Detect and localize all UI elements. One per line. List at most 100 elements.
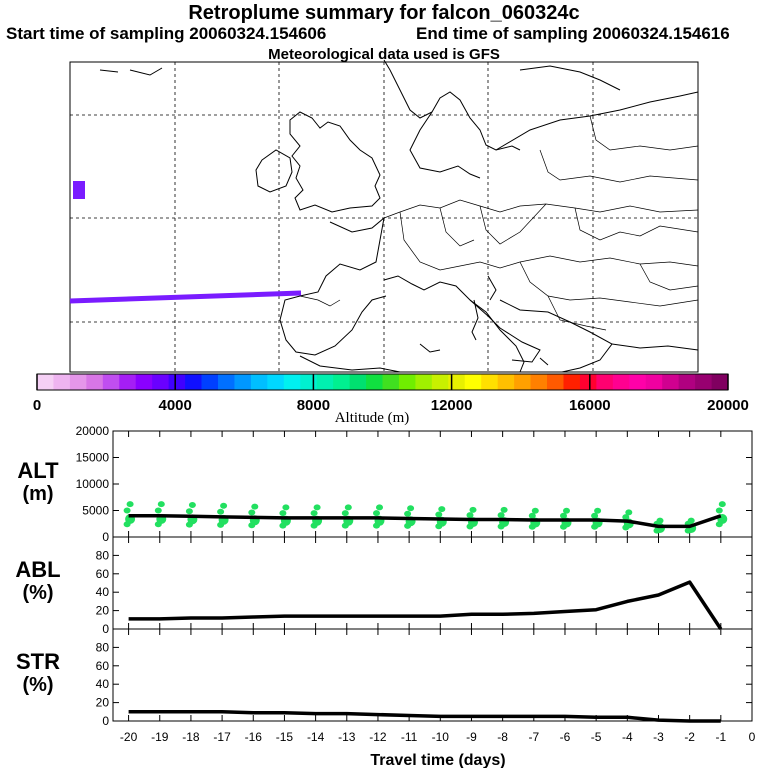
alt-particle bbox=[344, 504, 352, 511]
alt-particle bbox=[563, 507, 570, 514]
alt-particle bbox=[528, 512, 536, 519]
x-axis-label: Travel time (days) bbox=[370, 752, 505, 768]
colorbar-cell bbox=[135, 374, 153, 390]
colorbar-cell bbox=[612, 374, 630, 390]
map-frame bbox=[69, 61, 699, 373]
colorbar-cell bbox=[514, 374, 531, 390]
alt-particle bbox=[188, 502, 196, 508]
alt-particle bbox=[438, 506, 446, 513]
colorbar-cell bbox=[662, 374, 680, 390]
y-tick-label: 20000 bbox=[76, 424, 110, 438]
alt-particle bbox=[279, 510, 287, 517]
colorbar-cell bbox=[695, 374, 712, 390]
y-tick-label: 60 bbox=[96, 567, 110, 581]
series-line-alt bbox=[128, 514, 722, 529]
colorbar-cell bbox=[86, 374, 104, 390]
colorbar-tick-labels: 0 4000 8000 12000 16000 20000 bbox=[33, 397, 749, 414]
colorbar-cell bbox=[711, 374, 729, 390]
colorbar-cell bbox=[119, 374, 137, 390]
x-tick-label: -2 bbox=[684, 730, 695, 744]
alt-particle bbox=[591, 512, 599, 519]
alt-particle bbox=[531, 507, 539, 514]
x-tick-label: -9 bbox=[466, 730, 477, 744]
colorbar-cell bbox=[563, 374, 581, 390]
colorbar-cell bbox=[415, 374, 433, 390]
alt-particle bbox=[341, 510, 349, 517]
colorbar-cell bbox=[69, 374, 87, 390]
alt-particle bbox=[185, 508, 193, 515]
colorbar-cell bbox=[645, 374, 663, 390]
colorbar-tick-label: 4000 bbox=[159, 397, 192, 414]
colorbar-cell bbox=[481, 374, 499, 390]
alt-particle bbox=[376, 504, 383, 511]
x-tick-label: -5 bbox=[591, 730, 602, 744]
colorbar-tick-label: 12000 bbox=[431, 397, 473, 414]
y-tick-label: 40 bbox=[96, 677, 110, 691]
alt-particle bbox=[435, 511, 443, 518]
panel-frame bbox=[112, 628, 753, 722]
y-axis-label: ALT (m) bbox=[17, 458, 59, 505]
alt-particle bbox=[622, 514, 630, 521]
start-time-label: Start time of sampling 20060324.154606 bbox=[6, 24, 327, 43]
x-tick-label: -1 bbox=[715, 730, 726, 744]
alt-particle bbox=[560, 512, 567, 519]
altitude-colorbar: 0 4000 8000 12000 16000 20000 Altitude (m) bbox=[33, 373, 749, 426]
chart-title: Retroplume summary for falcon_060324c bbox=[188, 2, 580, 24]
alt-particle bbox=[373, 510, 380, 517]
colorbar-cell bbox=[333, 374, 350, 390]
x-tick-label: -14 bbox=[307, 730, 325, 744]
colorbar-cell bbox=[366, 374, 383, 390]
x-tick-label: -19 bbox=[151, 730, 169, 744]
x-tick-label: -15 bbox=[276, 730, 294, 744]
colorbar-cell bbox=[53, 374, 71, 390]
y-tick-label: 60 bbox=[96, 659, 110, 673]
colorbar-cell bbox=[349, 374, 367, 390]
alt-particle bbox=[282, 504, 290, 511]
panel-abl: 0 20 40 60 80 ABL (%) bbox=[15, 536, 753, 636]
alt-particle bbox=[469, 506, 477, 513]
colorbar-cell bbox=[152, 374, 170, 390]
trajectory-cluster bbox=[73, 181, 85, 199]
x-tick-label: -3 bbox=[653, 730, 664, 744]
colorbar-cell bbox=[168, 374, 186, 390]
y-axis-label: STR (%) bbox=[16, 649, 60, 696]
colorbar-cell bbox=[37, 374, 54, 390]
colorbar-axis-label: Altitude (m) bbox=[335, 410, 410, 426]
alt-particle bbox=[248, 509, 256, 516]
colorbar-cell bbox=[629, 374, 647, 390]
alt-particle bbox=[251, 503, 259, 510]
colorbar-cell bbox=[316, 374, 334, 390]
met-data-label: Meteorological data used is GFS bbox=[268, 46, 500, 63]
colorbar-tick-label: 16000 bbox=[569, 397, 611, 414]
y-tick-label: 0 bbox=[102, 714, 109, 728]
colorbar-tick-label: 20000 bbox=[707, 397, 749, 414]
alt-particle bbox=[404, 510, 412, 517]
y-tick-label: 80 bbox=[96, 640, 110, 654]
x-tick-label: -13 bbox=[338, 730, 356, 744]
colorbar-cell bbox=[497, 374, 515, 390]
colorbar-cells bbox=[37, 374, 729, 390]
alt-particle bbox=[154, 507, 162, 514]
alt-particle bbox=[407, 505, 415, 512]
alt-particle bbox=[625, 509, 633, 516]
colorbar-cell bbox=[300, 374, 318, 390]
y-tick-label: 20 bbox=[96, 696, 110, 710]
alt-particle bbox=[217, 508, 225, 515]
panel-alt: 0 5000 10000 15000 20000 ALT (m) bbox=[17, 424, 753, 544]
colorbar-cell bbox=[267, 374, 285, 390]
series-line-str bbox=[128, 710, 721, 723]
x-tick-label: -18 bbox=[182, 730, 200, 744]
colorbar-cell bbox=[185, 374, 202, 390]
series-line-abl bbox=[128, 580, 723, 630]
alt-particle bbox=[497, 512, 505, 519]
alt-particle bbox=[718, 501, 726, 508]
x-tick-label: -10 bbox=[432, 730, 450, 744]
colorbar-cell bbox=[448, 374, 466, 390]
alt-particle bbox=[310, 510, 318, 517]
colorbar-cell bbox=[250, 374, 268, 390]
x-tick-label: -6 bbox=[560, 730, 571, 744]
alt-particle bbox=[715, 507, 723, 514]
colorbar-tick-label: 8000 bbox=[297, 397, 330, 414]
